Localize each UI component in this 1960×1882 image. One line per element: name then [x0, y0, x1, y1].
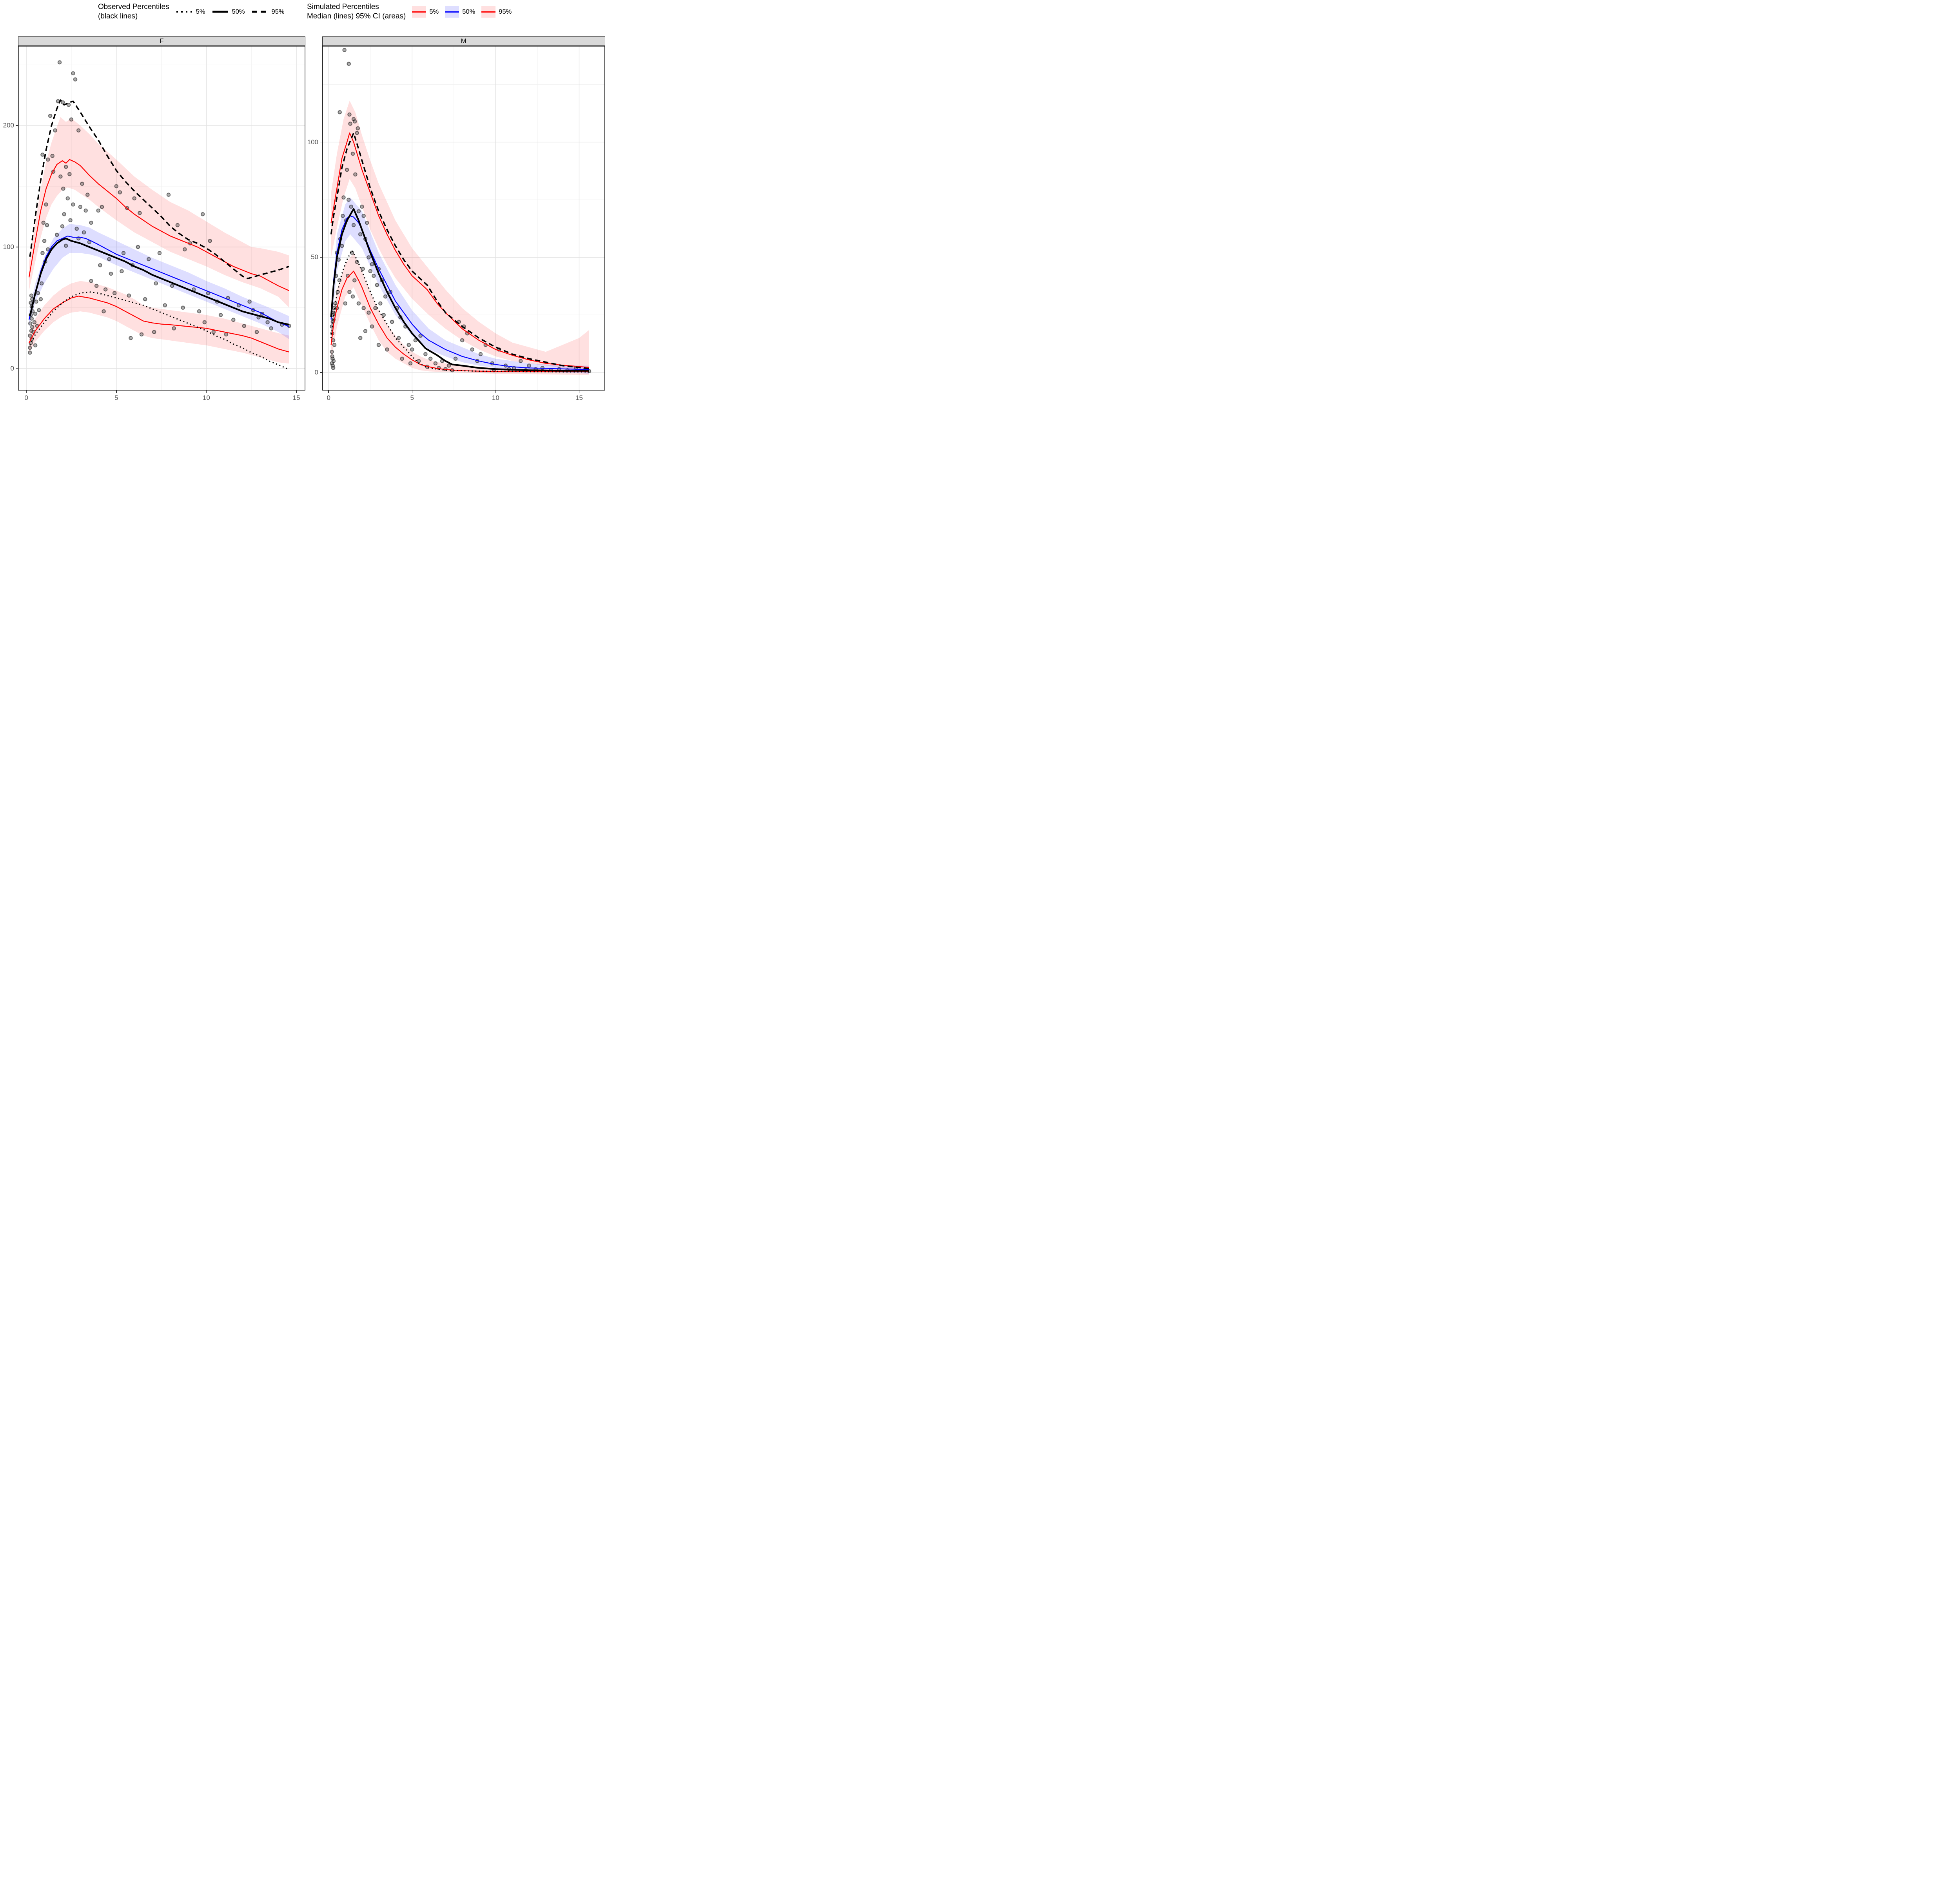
line-sim-95-median [330, 132, 590, 368]
x-tick-label: 10 [202, 394, 210, 401]
legend-simulated-title: Simulated Percentiles Median (lines) 95%… [307, 3, 406, 20]
dashed-line-key-icon [252, 11, 268, 13]
y-tick-label: 0 [314, 369, 318, 376]
legend-item-observed-50: 50% [212, 7, 245, 17]
y-tick-mark [16, 368, 18, 369]
red-ribbon-key-icon [412, 6, 426, 18]
legend-observed-group: Observed Percentiles (black lines) 5% 50… [98, 2, 285, 21]
legend-item-simulated-50: 50% [445, 6, 475, 18]
x-tick-label: 10 [492, 394, 499, 401]
facet-strip-M: M [322, 36, 605, 46]
y-tick-mark [320, 257, 322, 258]
x-tick-label: 5 [114, 394, 118, 401]
legend-label: 50% [462, 8, 475, 15]
blue-ribbon-key-icon [445, 6, 459, 18]
ribbon-sim-95-ci [331, 100, 589, 372]
line-obs-5 [29, 291, 290, 371]
x-tick-mark [412, 391, 413, 393]
x-tick-mark [116, 391, 117, 393]
facet-plot-F [18, 46, 305, 391]
x-tick-mark [495, 391, 496, 393]
legend-observed-title: Observed Percentiles (black lines) [98, 3, 169, 20]
x-tick-mark [579, 391, 580, 393]
x-tick-label: 15 [292, 394, 300, 401]
y-tick-mark [320, 372, 322, 373]
legend-label: 5% [196, 8, 205, 15]
line-obs-50 [330, 208, 589, 372]
legend-label: 95% [499, 8, 512, 15]
dotted-line-key-icon [176, 11, 192, 13]
legend-item-observed-95: 95% [251, 7, 285, 17]
x-tick-label: 0 [327, 394, 330, 401]
line-sim-95-median [28, 159, 290, 291]
line-obs-95 [29, 99, 290, 280]
vpc-plot-page: Observed Percentiles (black lines) 5% 50… [0, 0, 606, 401]
y-tick-mark [320, 142, 322, 143]
red-ribbon-key-icon [481, 6, 496, 18]
legend-label: 95% [271, 8, 285, 15]
line-obs-50 [29, 238, 290, 326]
x-tick-label: 15 [575, 394, 583, 401]
y-tick-label: 0 [10, 364, 14, 372]
facet-plot-M [322, 46, 605, 391]
legend-simulated-group: Simulated Percentiles Median (lines) 95%… [307, 2, 512, 21]
legend-item-simulated-5: 5% [412, 6, 439, 18]
solid-line-key-icon [212, 11, 228, 13]
x-tick-mark [206, 391, 207, 393]
x-tick-mark [26, 391, 27, 393]
legend-label: 50% [232, 8, 245, 15]
ribbon-sim-50-ci [29, 224, 289, 340]
y-tick-label: 50 [311, 253, 318, 261]
facet-panel-M: M 0 5 10 15 0 50 100 [307, 36, 605, 401]
ribbon-sim-5-ci [331, 253, 589, 375]
facet-panel-F: F 0 5 10 15 0 100 200 [3, 36, 305, 401]
x-tick-mark [328, 391, 329, 393]
observed-points [28, 60, 292, 355]
ribbon-sim-95-ci [29, 117, 289, 308]
y-tick-mark [16, 125, 18, 126]
ribbon-sim-5-ci [29, 281, 289, 364]
legend-item-simulated-95: 95% [481, 6, 512, 18]
x-tick-mark [296, 391, 297, 393]
line-obs-5 [330, 250, 589, 372]
legend-label: 5% [429, 8, 439, 15]
x-tick-label: 0 [24, 394, 28, 401]
legend-item-observed-5: 5% [176, 7, 205, 17]
facet-strip-F: F [18, 36, 305, 46]
y-tick-label: 100 [307, 138, 318, 146]
line-sim-50-median [28, 235, 290, 327]
observed-points [330, 48, 592, 373]
y-tick-label: 100 [3, 243, 14, 251]
x-tick-label: 5 [410, 394, 414, 401]
y-tick-label: 200 [3, 122, 14, 129]
line-obs-95 [330, 132, 590, 369]
